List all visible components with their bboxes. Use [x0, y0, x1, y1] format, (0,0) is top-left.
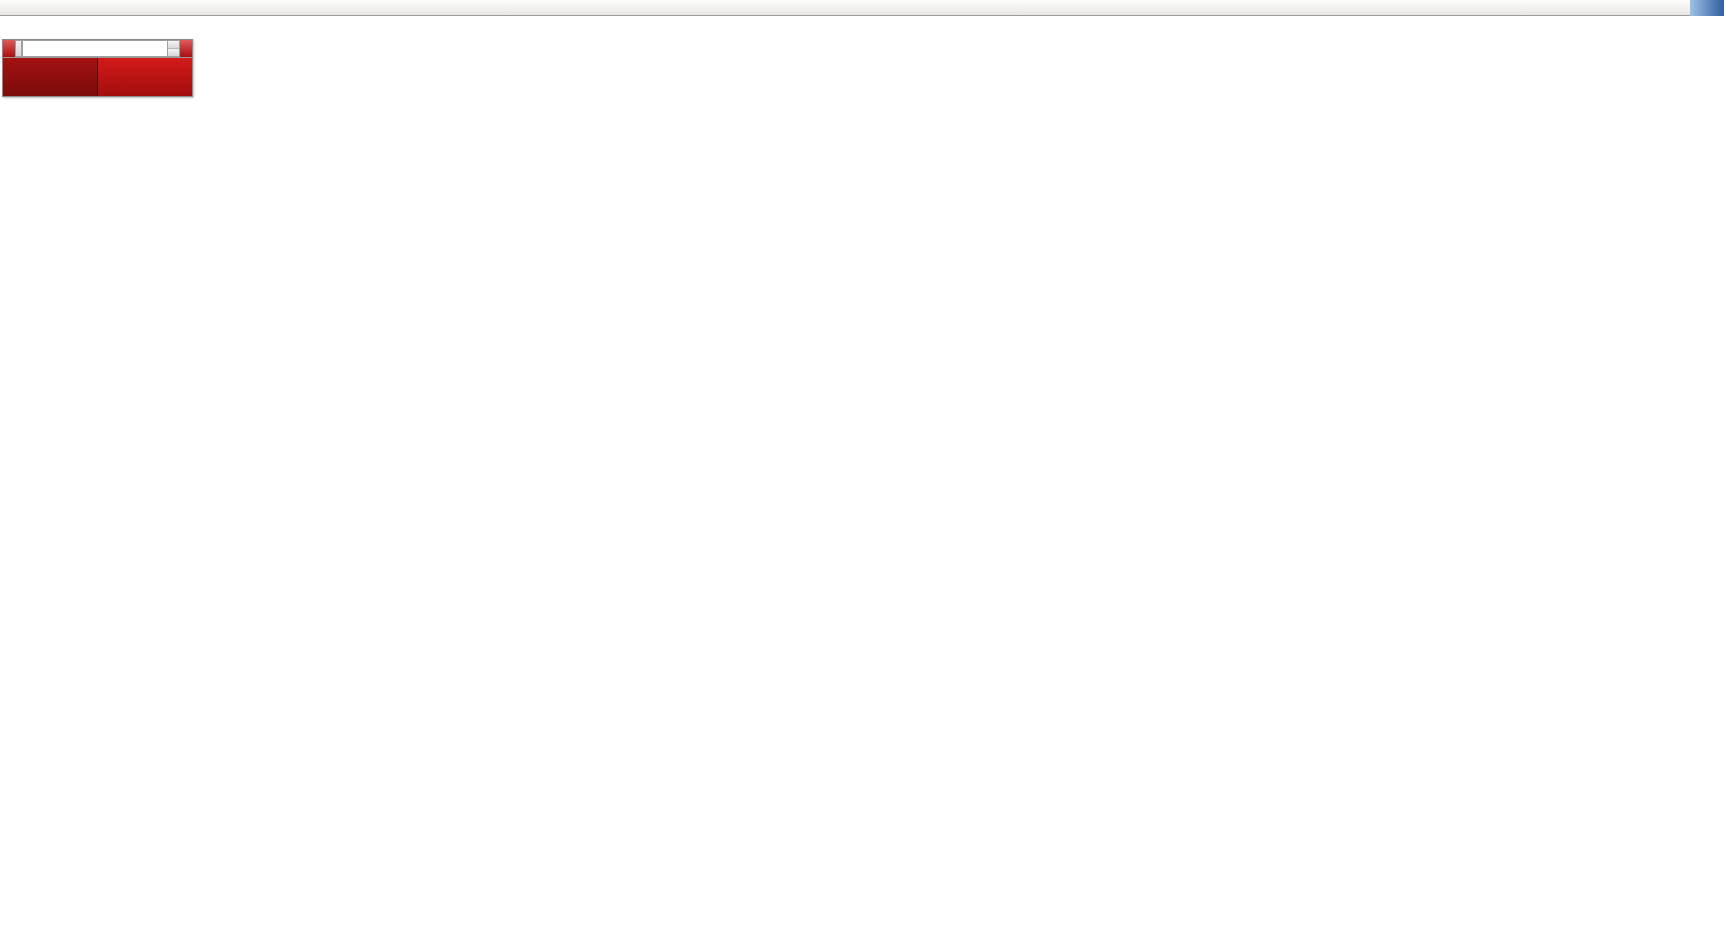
window-brand-cap [1690, 0, 1724, 16]
volume-increase-button[interactable] [167, 41, 179, 49]
sell-button[interactable] [3, 40, 16, 57]
volume-field [21, 40, 180, 57]
sell-price-button[interactable] [3, 58, 97, 96]
one-click-controls-row [3, 40, 192, 58]
one-click-price-row [3, 58, 192, 96]
buy-price-button[interactable] [97, 58, 192, 96]
rsi-indicator-label [3, 684, 7, 696]
toolbar-buttons [0, 0, 2, 16]
volume-decrease-button[interactable] [167, 49, 179, 56]
volume-stepper [166, 41, 179, 56]
one-click-trading-panel [2, 39, 193, 97]
toolbar [0, 0, 1724, 16]
volume-dropdown-button[interactable] [15, 40, 22, 57]
buy-button[interactable] [179, 40, 192, 57]
macd-indicator-label [3, 529, 11, 541]
volume-input[interactable] [22, 41, 167, 56]
